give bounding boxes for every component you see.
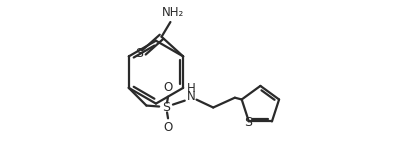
Text: NH₂: NH₂ [162,6,184,19]
Text: N: N [187,90,196,103]
Text: H: H [187,82,196,95]
Text: O: O [163,121,173,134]
Text: S: S [162,101,170,114]
Text: O: O [163,81,173,94]
Text: S: S [244,116,252,129]
Text: S: S [135,47,143,60]
